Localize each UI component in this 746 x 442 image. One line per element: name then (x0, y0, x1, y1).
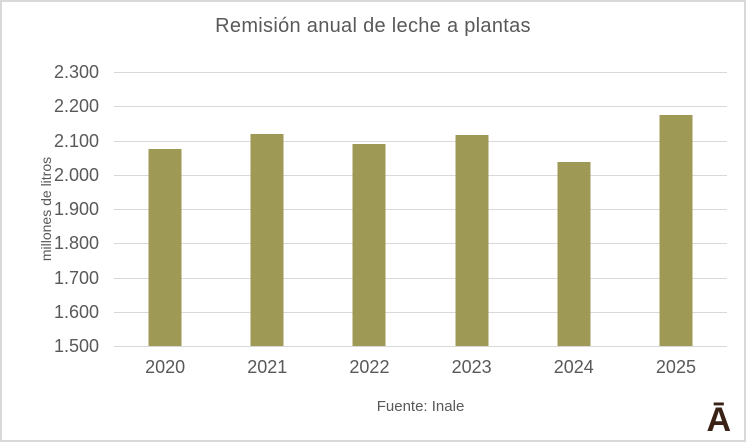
bar-slot: 2021 (216, 72, 318, 376)
y-tick-label: 1.600 (53, 301, 99, 322)
x-tick-label: 2021 (247, 357, 288, 377)
gridline (114, 311, 727, 313)
bar-2020 (148, 148, 182, 346)
x-tick-label: 2025 (655, 357, 696, 377)
bar-2025 (659, 115, 693, 346)
y-tick-label: 2.000 (53, 164, 99, 185)
gridline (114, 209, 727, 210)
gridline (114, 140, 727, 142)
bars-layer: 2020 2021 2022 2023 2024 2025 (114, 72, 727, 376)
gridline (114, 243, 727, 245)
x-tick-label: 2023 (451, 357, 492, 377)
bar-slot: 2020 (114, 72, 216, 376)
y-tick-label: 1.500 (53, 336, 99, 356)
bar-2024 (557, 161, 591, 346)
y-tick-label: 2.300 (53, 62, 99, 82)
x-tick-label: 2022 (349, 357, 390, 377)
y-tick-label: 2.100 (53, 130, 99, 151)
y-tick-label: 1.900 (53, 199, 99, 219)
gridline (114, 106, 727, 108)
x-tick-label: 2020 (145, 357, 186, 377)
gridline (114, 277, 727, 279)
x-tick-label: 2024 (553, 357, 594, 377)
gridline (114, 174, 727, 176)
bar-slot: 2023 (421, 72, 523, 376)
source-note: Fuente: Inale (376, 398, 465, 415)
bar-slot: 2022 (318, 72, 420, 376)
bar-slot: 2025 (625, 72, 727, 376)
y-tick-label: 2.200 (53, 96, 99, 117)
y-tick-label: 1.800 (53, 233, 99, 254)
brand-logo: Ā (706, 401, 731, 439)
gridline (114, 346, 727, 347)
bar-2021 (250, 134, 284, 346)
bar-2022 (352, 144, 386, 346)
bar-slot: 2024 (523, 72, 625, 376)
chart-title: Remisión anual de leche a plantas (215, 15, 531, 37)
bar-2023 (455, 135, 489, 346)
gridline (114, 72, 727, 73)
plot-area: 2.300 2.200 2.100 2.000 1.900 1.800 1.700 1.600… (54, 63, 727, 376)
y-tick-label: 1.700 (53, 267, 99, 288)
